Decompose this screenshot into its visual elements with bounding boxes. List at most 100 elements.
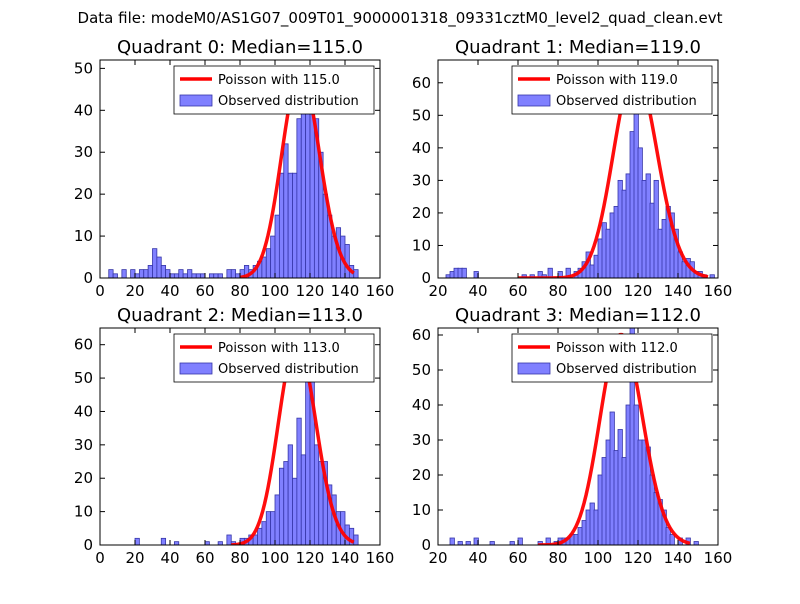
y-tick-label: 40	[74, 402, 93, 420]
legend: Poisson with 113.0 Observed distribution	[173, 333, 375, 383]
y-tick-label: 30	[412, 431, 431, 449]
legend-label-observed: Observed distribution	[218, 94, 359, 109]
histogram-bar	[270, 235, 276, 278]
x-tick-label: 80	[548, 549, 567, 567]
x-tick-label: 20	[428, 282, 447, 300]
x-tick-label: 80	[548, 282, 567, 300]
histogram-bar	[300, 454, 307, 545]
y-tick-label: 0	[83, 536, 93, 554]
y-tick-label: 0	[421, 269, 431, 287]
histogram-bar	[313, 444, 320, 545]
histogram-bar	[200, 273, 206, 278]
legend-label-poisson: Poisson with 113.0	[218, 341, 340, 356]
y-tick-label: 10	[412, 236, 431, 254]
x-tick-label: 160	[704, 282, 733, 300]
histogram-bar	[517, 537, 523, 545]
histogram-bar	[465, 541, 471, 545]
histogram-bar	[217, 273, 223, 278]
x-tick-label: 100	[261, 282, 290, 300]
histogram-bar	[191, 273, 197, 278]
histogram-bar	[693, 541, 699, 545]
x-tick-label: 60	[508, 282, 527, 300]
histogram-bar	[265, 511, 272, 545]
histogram-bar	[112, 273, 118, 278]
subplot-title: Quadrant 1: Median=119.0	[455, 37, 701, 58]
x-tick-label: 60	[508, 549, 527, 567]
x-tick-label: 0	[95, 282, 105, 300]
subplot-title: Quadrant 3: Median=112.0	[455, 305, 701, 326]
histogram-bar	[121, 269, 127, 278]
x-tick-label: 20	[428, 549, 447, 567]
histogram-bar	[143, 269, 149, 278]
x-tick-label: 100	[584, 282, 613, 300]
histogram-bar	[261, 521, 267, 545]
legend-bar-swatch	[517, 94, 551, 107]
histogram-bar	[226, 269, 232, 278]
histogram-bar	[235, 273, 241, 278]
legend: Poisson with 112.0 Observed distribution	[511, 333, 713, 383]
histogram-bar	[461, 267, 467, 278]
histogram-bar	[353, 269, 359, 278]
histogram-bar	[449, 537, 455, 545]
x-tick-label: 20	[125, 549, 144, 567]
histogram-bar	[134, 537, 140, 545]
legend-label-poisson: Poisson with 115.0	[218, 73, 340, 88]
legend-label-observed: Observed distribution	[556, 362, 697, 377]
legend-label-observed: Observed distribution	[556, 94, 697, 109]
histogram-bar	[300, 109, 307, 278]
x-tick-label: 140	[331, 282, 360, 300]
y-tick-label: 40	[412, 139, 431, 157]
y-tick-label: 50	[412, 361, 431, 379]
subplot-title: Quadrant 2: Median=113.0	[117, 305, 363, 326]
x-tick-label: 160	[704, 549, 733, 567]
histogram-bar	[296, 417, 302, 545]
histogram-bar	[165, 269, 171, 278]
y-tick-label: 20	[412, 204, 431, 222]
legend-label-poisson: Poisson with 112.0	[556, 341, 678, 356]
y-tick-label: 30	[412, 171, 431, 189]
y-tick-label: 20	[412, 466, 431, 484]
axes-frame	[437, 59, 719, 279]
x-tick-label: 40	[160, 549, 179, 567]
histogram-bar	[108, 269, 114, 278]
x-tick-label: 140	[664, 549, 693, 567]
x-tick-label: 120	[296, 549, 325, 567]
x-tick-label: 100	[261, 549, 290, 567]
histogram-bar	[265, 248, 272, 278]
histogram-bar	[152, 248, 158, 278]
quadrant-1-subplot: Quadrant 1: Median=119.020 40 60 80 100 120 14…	[412, 37, 732, 300]
histogram-bar	[160, 537, 167, 545]
legend-bar-swatch	[179, 362, 213, 375]
histogram-bar	[309, 109, 315, 278]
x-tick-label: 0	[95, 549, 105, 567]
plot-area	[449, 328, 699, 545]
histogram-bar	[230, 269, 237, 278]
axes-frame	[437, 327, 719, 546]
y-tick-label: 50	[412, 106, 431, 124]
legend-bar-swatch	[517, 362, 551, 375]
histogram-bar	[292, 477, 298, 545]
legend-label-observed: Observed distribution	[218, 362, 359, 377]
histogram-bar	[353, 534, 359, 545]
quadrant-3-subplot: Quadrant 3: Median=112.020 40 60 80 100 120 14…	[412, 305, 732, 567]
y-tick-label: 60	[74, 336, 93, 354]
histogram-bar	[457, 541, 463, 545]
histogram-bar	[173, 273, 180, 278]
histogram-bar	[257, 527, 263, 545]
histogram-bar	[178, 269, 184, 278]
histogram-bar	[283, 461, 289, 545]
histogram-bar	[270, 511, 276, 545]
histogram-bar	[208, 273, 215, 278]
histogram-bar	[156, 256, 162, 278]
x-tick-label: 140	[331, 549, 360, 567]
histogram-bar	[217, 541, 223, 545]
histogram-bar	[138, 269, 145, 278]
histogram-bar	[187, 269, 193, 278]
legend-bar-swatch	[179, 94, 213, 107]
y-tick-label: 10	[74, 503, 93, 521]
histogram-bar	[669, 534, 675, 545]
histogram-bar	[195, 273, 202, 278]
histogram-bar	[278, 467, 285, 545]
histogram-bar	[134, 273, 140, 278]
